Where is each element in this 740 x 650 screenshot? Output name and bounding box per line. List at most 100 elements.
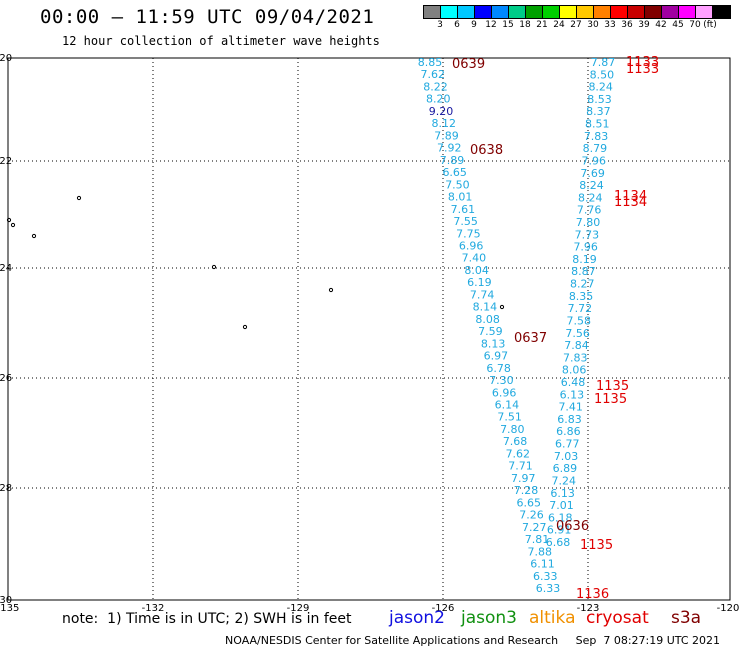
swh-reading: 7.69	[580, 167, 605, 180]
swh-reading: 6.48	[561, 376, 586, 389]
swh-reading: 8.27	[570, 278, 595, 291]
swh-reading: 8.22	[423, 80, 448, 93]
swh-reading: 6.78	[486, 362, 511, 375]
longitude-label: -135	[0, 603, 19, 614]
longitude-label: -132	[142, 603, 165, 614]
swh-reading: 7.55	[453, 215, 478, 228]
legend-tick-label: 42	[655, 20, 667, 30]
swh-reading: 8.24	[579, 179, 604, 192]
swh-reading: 6.97	[484, 350, 509, 363]
latitude-label: -30	[0, 595, 12, 606]
legend-tick-label: 3	[437, 20, 443, 30]
swh-reading: 7.40	[462, 252, 487, 265]
swh-reading: 7.73	[575, 228, 600, 241]
satellite-label-altika: altika	[529, 608, 576, 628]
longitude-label: -123	[577, 603, 600, 614]
latitude-label: -22	[0, 156, 12, 167]
swh-reading: 8.12	[431, 117, 456, 130]
legend-tick-label: 70	[689, 20, 701, 30]
swh-reading: 7.24	[552, 474, 577, 487]
swh-reading: 7.51	[497, 411, 522, 424]
legend-tick-label: (ft)	[703, 20, 717, 30]
swh-reading: 7.26	[519, 509, 544, 522]
swh-reading: 7.87	[591, 56, 616, 69]
swh-reading: 7.97	[511, 472, 536, 485]
longitude-label: -129	[287, 603, 310, 614]
island-outline	[499, 304, 505, 310]
pass-time-label: 1136	[576, 587, 609, 602]
footer-note: note: 1) Time is in UTC; 2) SWH is in fe…	[62, 611, 352, 627]
satellite-label-cryosat: cryosat	[586, 608, 649, 628]
pass-time-label: 0637	[514, 331, 547, 346]
legend-swatch	[594, 6, 611, 18]
swh-reading: 6.96	[492, 386, 517, 399]
legend-ticks: 3 6 9 12 15 18 21 24 27 30 33 36 39 42 45 70 (ft)	[423, 19, 731, 31]
legend-swatch	[679, 6, 696, 18]
swh-reading: 6.11	[530, 558, 555, 571]
swh-reading: 7.96	[582, 154, 607, 167]
latitude-label: -24	[0, 263, 12, 274]
island-outline	[211, 264, 217, 270]
swh-reading: 7.74	[470, 288, 495, 301]
legend-tick-label: 21	[536, 20, 548, 30]
swh-reading: 7.30	[489, 374, 514, 387]
swh-reading: 6.86	[556, 425, 581, 438]
swh-reading: 7.71	[508, 460, 533, 473]
swh-reading: 7.83	[584, 130, 609, 143]
island-outline	[328, 287, 334, 293]
swh-reading: 8.24	[578, 191, 603, 204]
swh-reading: 8.04	[464, 264, 489, 277]
swh-reading: 6.65	[442, 166, 467, 179]
swh-reading: 7.56	[565, 327, 590, 340]
legend-swatch	[577, 6, 594, 18]
swh-reading: 7.92	[437, 142, 462, 155]
swh-reading: 7.59	[478, 325, 503, 338]
swh-reading: 6.13	[550, 487, 575, 500]
legend-tick-label: 36	[621, 20, 633, 30]
swh-reading: 8.08	[475, 313, 500, 326]
pass-time-label: 1133	[626, 62, 659, 77]
swh-reading: 7.76	[577, 204, 602, 217]
swh-reading: 7.72	[568, 302, 593, 315]
legend-tick-label: 18	[519, 20, 531, 30]
legend-swatch	[713, 6, 730, 18]
pass-time-label: 0636	[556, 519, 589, 534]
pass-time-label: 1135	[594, 392, 627, 407]
satellite-label-jason2: jason2	[389, 608, 445, 628]
pass-time-label: 1134	[614, 195, 647, 210]
swh-reading: 6.96	[459, 239, 484, 252]
swh-reading: 8.14	[473, 301, 498, 314]
swh-reading: 7.89	[434, 129, 459, 142]
legend-swatch	[458, 6, 475, 18]
swh-reading: 8.24	[588, 81, 613, 94]
swh-reading: 6.83	[557, 413, 582, 426]
swh-reading: 7.03	[554, 450, 579, 463]
legend-swatches	[423, 5, 731, 19]
legend-swatch	[492, 6, 509, 18]
legend-tick-label: 9	[471, 20, 477, 30]
swh-reading: 8.35	[569, 290, 594, 303]
longitude-label: -120	[717, 603, 740, 614]
pass-time-label: 1134	[614, 189, 647, 204]
swh-reading: 8.51	[585, 118, 610, 131]
pass-time-label: 1135	[596, 379, 629, 394]
longitude-label: -126	[432, 603, 455, 614]
swh-reading: 7.27	[522, 521, 547, 534]
swh-reading: 6.14	[495, 399, 520, 412]
legend-swatch	[526, 6, 543, 18]
swh-reading: 7.80	[576, 216, 601, 229]
legend-tick-label: 6	[454, 20, 460, 30]
swh-reading: 7.50	[445, 178, 470, 191]
swh-reading: 6.68	[546, 536, 571, 549]
island-outline	[242, 324, 248, 330]
map-subtitle: 12 hour collection of altimeter wave hei…	[62, 34, 380, 48]
legend-swatch	[662, 6, 679, 18]
swh-reading: 6.77	[555, 438, 580, 451]
legend-swatch	[543, 6, 560, 18]
pass-time-label: 0638	[470, 143, 503, 158]
pass-time-label: 0639	[452, 57, 485, 72]
swh-reading: 7.41	[558, 401, 583, 414]
swh-reading: 6.91	[547, 524, 572, 537]
swh-reading: 8.13	[481, 337, 506, 350]
legend-tick-label: 15	[502, 20, 514, 30]
